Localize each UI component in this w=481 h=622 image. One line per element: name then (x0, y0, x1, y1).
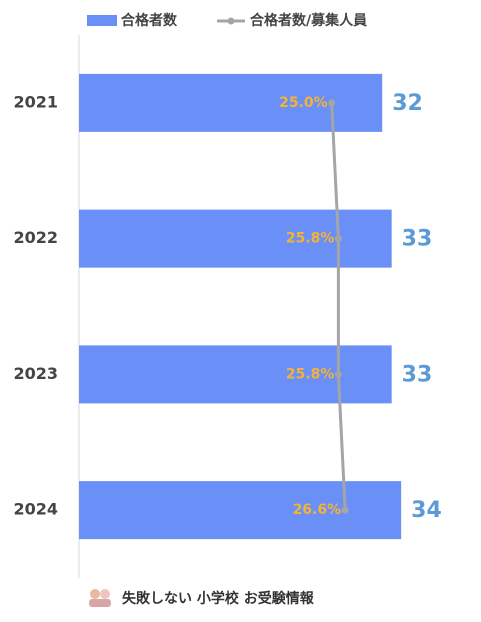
y-tick-label: 2023 (13, 364, 58, 383)
data-label: 25.8% (286, 231, 335, 247)
data-label: 32 (392, 91, 423, 116)
data-label: 26.6% (293, 502, 342, 518)
data-label: 34 (411, 498, 442, 523)
line (330, 102, 347, 511)
legend-swatch (227, 17, 235, 25)
line-point (328, 99, 336, 107)
y-tick-label: 2024 (13, 500, 58, 519)
line-point (334, 235, 342, 243)
bar (79, 345, 392, 404)
line-point (334, 370, 342, 378)
line-point (341, 506, 349, 514)
footer-text: 失敗しない 小学校 お受験情報 (122, 590, 315, 607)
bar (79, 73, 383, 132)
bar (79, 481, 402, 540)
bar (79, 209, 392, 268)
legend-label: 合格者数/募集人員 (250, 12, 367, 29)
data-label: 33 (402, 227, 433, 252)
data-label: 25.0% (279, 95, 328, 111)
footer-icon (89, 589, 111, 607)
y-tick-label: 2022 (13, 228, 58, 247)
legend-label: 合格者数 (121, 12, 178, 29)
legend-swatch (87, 15, 117, 26)
data-label: 25.8% (286, 366, 335, 382)
data-label: 33 (402, 362, 433, 387)
y-tick-label: 2021 (13, 92, 58, 111)
